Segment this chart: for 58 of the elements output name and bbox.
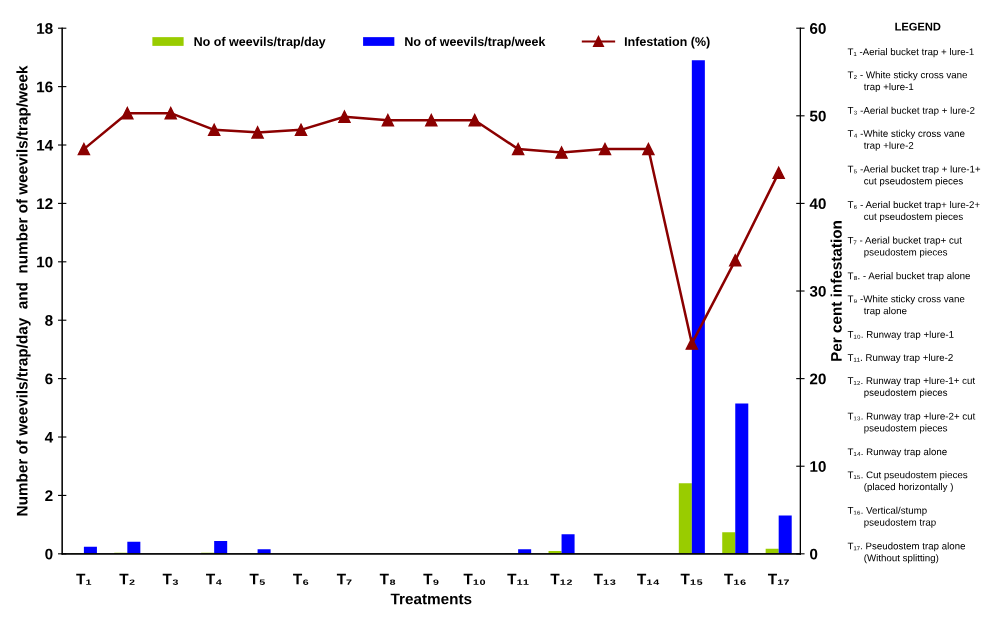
- legend-label: Infestation (%): [624, 36, 710, 49]
- y2-tick-label: 50: [809, 110, 826, 122]
- text: T₄ -White sticky cross vane trap +lure-2: [847, 129, 965, 151]
- y-tick-label: 10: [37, 256, 53, 268]
- legend-label: No of weevils/trap/week: [405, 36, 546, 49]
- x-tick-label: T₁₄: [637, 573, 660, 585]
- y-tick-label: 8: [45, 315, 53, 326]
- x-tick-label: T₆: [293, 573, 309, 585]
- text: T₁₅. Cut pseudostem pieces (placed horizontally ): [847, 471, 968, 493]
- x-tick-label: T₁₅: [680, 573, 703, 585]
- y2-tick-label: 10: [810, 461, 826, 472]
- text: T₇ - Aerial bucket trap+ cut pseudostem pieces: [847, 236, 962, 258]
- y-tick-label: 12: [37, 198, 53, 209]
- text: T₁₇. Pseudostem trap alone (Without splitting): [847, 542, 966, 564]
- text: T₁₁. Runway trap +lure-2: [847, 353, 953, 363]
- y-tick-label: 4: [44, 432, 54, 443]
- text: T₁ -Aerial bucket trap + lure-1: [847, 48, 974, 58]
- y2-tick-label: 40: [809, 198, 826, 210]
- x-tick-label: T₉: [423, 573, 439, 585]
- x-tick-label: T₅: [249, 573, 265, 585]
- text: T₆ - Aerial bucket trap+ lure-2+ cut pseudostem pieces: [847, 200, 980, 222]
- x-tick-label: T₁: [76, 573, 92, 585]
- x-tick-label: T₂: [119, 573, 135, 585]
- x-tick-label: T₁₂: [550, 573, 572, 585]
- x-tick-label: T₄: [206, 573, 222, 585]
- x-tick-label: T₇: [336, 573, 352, 585]
- y-tick-label: 18: [37, 23, 53, 34]
- text: T₁₀. Runway trap +lure-1: [847, 330, 954, 340]
- y-tick-label: 16: [37, 81, 53, 93]
- x-axis-title: Treatments: [390, 593, 472, 605]
- y2-axis-title: Per cent infestation: [830, 221, 842, 361]
- y-tick-label: 14: [37, 140, 54, 151]
- y2-tick-label: 0: [810, 548, 818, 560]
- text: T₅ -Aerial bucket trap + lure-1+ cut pseudostem pieces: [847, 165, 981, 187]
- text: T₁₆. Vertical/stump pseudostem trap: [847, 506, 936, 528]
- y2-tick-label: 30: [809, 285, 826, 297]
- x-tick-label: T₁₁: [507, 573, 529, 585]
- x-tick-label: T₁₆: [724, 573, 746, 585]
- text: T₂ - White sticky cross vane trap +lure-1: [847, 71, 968, 93]
- x-tick-label: T₁₃: [593, 573, 616, 585]
- text: T₁₄. Runway trap alone: [847, 448, 947, 458]
- y-tick-label: 0: [45, 548, 53, 560]
- y-tick-label: 6: [45, 373, 53, 385]
- x-tick-label: T₃: [162, 573, 179, 585]
- x-tick-label: T₈: [379, 573, 396, 585]
- x-tick-label: T₁₇: [767, 573, 789, 585]
- y2-tick-label: 60: [809, 23, 826, 34]
- text: T₃ -Aerial bucket trap + lure-2: [847, 106, 975, 116]
- y-tick-label: 2: [45, 490, 53, 501]
- text: T₉ -White sticky cross vane trap alone: [847, 295, 965, 317]
- y-axis-title: Number of weevils/trap/day and number of weevils/trap/week: [16, 65, 31, 516]
- text: LEGEND: [895, 22, 941, 31]
- text: T₁₂. Runway trap +lure-1+ cut pseudostem pieces: [847, 376, 976, 398]
- x-tick-label: T₁₀: [463, 573, 486, 585]
- text: T₁₃. Runway trap +lure-2+ cut pseudostem pieces: [847, 412, 976, 434]
- legend-label: No of weevils/trap/day: [194, 36, 326, 49]
- text: T₈. - Aerial bucket trap alone: [847, 272, 971, 282]
- y2-tick-label: 20: [809, 373, 826, 385]
